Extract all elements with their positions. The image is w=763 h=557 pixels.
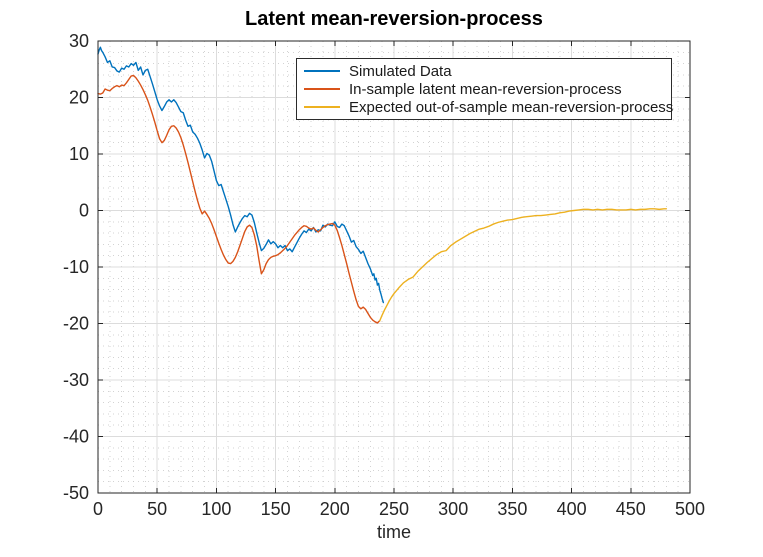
x-tick-label: 50 <box>147 499 167 519</box>
legend-entry[interactable]: In-sample latent mean-reversion-process <box>304 80 671 98</box>
x-tick-label: 400 <box>557 499 587 519</box>
legend-entry[interactable]: Simulated Data <box>304 62 671 80</box>
y-tick-label: 30 <box>69 31 89 51</box>
x-tick-label: 250 <box>379 499 409 519</box>
series-simulated-data <box>97 46 385 304</box>
series-expected-out-of-sample-mean-reversion-process <box>379 208 668 322</box>
x-axis-label: time <box>376 522 411 542</box>
y-tick-label: 20 <box>69 88 89 108</box>
legend-line-sample <box>304 70 340 72</box>
legend-label: In-sample latent mean-reversion-process <box>349 80 622 98</box>
legend-entry[interactable]: Expected out-of-sample mean-reversion-pr… <box>304 98 674 116</box>
x-tick-label: 0 <box>93 499 103 519</box>
legend-label: Simulated Data <box>349 62 452 80</box>
y-tick-label: 10 <box>69 144 89 164</box>
y-tick-label: 0 <box>79 201 89 221</box>
x-tick-label: 200 <box>320 499 350 519</box>
x-tick-label: 150 <box>261 499 291 519</box>
y-tick-label: -50 <box>63 483 89 503</box>
x-tick-label: 450 <box>616 499 646 519</box>
y-tick-label: -40 <box>63 427 89 447</box>
chart-title: Latent mean-reversion-process <box>245 8 543 30</box>
y-tick-label: -10 <box>63 257 89 277</box>
y-tick-label: -20 <box>63 314 89 334</box>
y-tick-label: -30 <box>63 370 89 390</box>
legend-line-sample <box>304 88 340 90</box>
legend[interactable]: Simulated Data In-sample latent mean-reve… <box>296 58 674 120</box>
x-tick-label: 500 <box>675 499 705 519</box>
legend-label: Expected out-of-sample mean-reversion-pr… <box>349 98 674 116</box>
x-tick-label: 100 <box>201 499 231 519</box>
legend-line-sample <box>304 106 340 108</box>
x-tick-label: 300 <box>438 499 468 519</box>
series-in-sample-latent-mean-reversion-process <box>97 74 381 324</box>
x-tick-label: 350 <box>497 499 527 519</box>
